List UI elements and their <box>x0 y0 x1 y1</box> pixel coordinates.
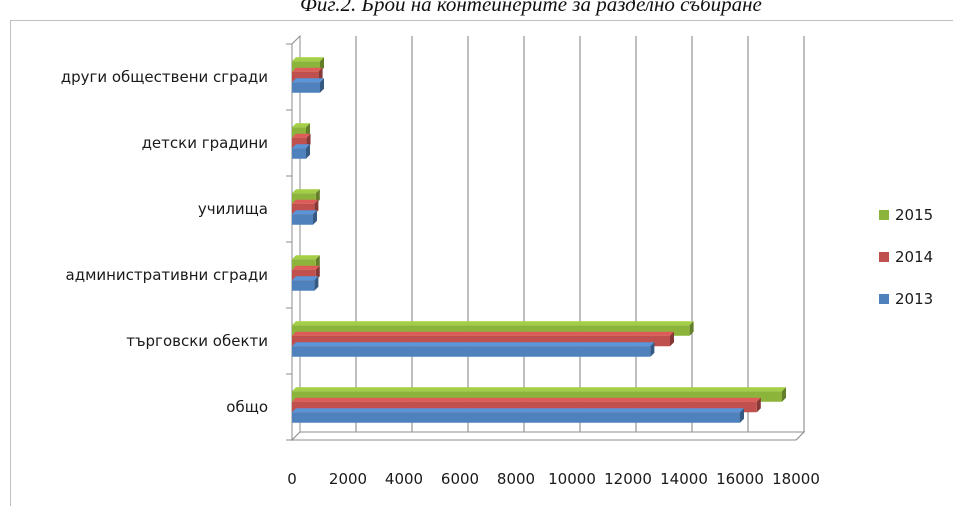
bar-top-face <box>292 321 694 326</box>
bar-2013 <box>292 412 740 423</box>
bar-top-face <box>292 387 786 392</box>
figure-caption: Фиг.2. Брой на контейнерите за разделно … <box>300 0 762 16</box>
bar-2014 <box>292 401 757 413</box>
grid-lines <box>291 36 805 441</box>
bar-top-face <box>292 397 761 402</box>
bar-2013 <box>292 280 315 291</box>
legend-label: 2014 <box>895 248 933 266</box>
category-label: търговски обекти <box>126 332 268 350</box>
category-label: училища <box>198 200 268 218</box>
legend-label: 2013 <box>895 290 933 308</box>
x-tick-label: 4000 <box>385 470 423 488</box>
x-tick-label: 8000 <box>497 470 535 488</box>
x-tick-label: 18000 <box>772 470 820 488</box>
legend-swatch <box>879 252 889 262</box>
bar-top-face <box>292 408 744 413</box>
x-tick-label: 16000 <box>716 470 764 488</box>
chart-frame-left <box>10 20 11 506</box>
x-tick-label: 12000 <box>604 470 652 488</box>
bar-2013 <box>292 148 306 159</box>
legend-label: 2015 <box>895 206 933 224</box>
bar-2015 <box>292 193 316 204</box>
x-tick-label: 14000 <box>660 470 708 488</box>
category-labels: общо търговски обекти административни сгра… <box>61 68 268 416</box>
bar-top-face <box>292 265 320 270</box>
bar-end-face <box>320 78 324 93</box>
category-label: детски градини <box>142 134 268 152</box>
bar-top-face <box>292 144 310 149</box>
bar-top-face <box>292 78 324 83</box>
bar-top-face <box>292 133 311 138</box>
bar-end-face <box>650 342 655 357</box>
legend: 2015 2014 2013 <box>879 206 933 308</box>
bar-top-face <box>292 199 319 204</box>
bar-2013 <box>292 82 320 93</box>
bar-end-face <box>689 321 694 336</box>
bar-2015 <box>292 259 316 270</box>
axes <box>286 34 806 442</box>
chart-frame-top <box>10 20 953 21</box>
bars <box>292 57 786 423</box>
bar-2014 <box>292 71 319 83</box>
bar-2015 <box>292 325 690 336</box>
bar-top-face <box>292 342 655 347</box>
bar-2013 <box>292 214 313 225</box>
floor <box>290 431 806 441</box>
bar-end-face <box>314 276 319 291</box>
bar-top-face <box>292 189 320 194</box>
bar-end-face <box>313 210 317 225</box>
bar-top-face <box>292 67 323 72</box>
bar-end-face <box>306 144 310 159</box>
category-label: общо <box>226 398 268 416</box>
bar-top-face <box>292 331 674 336</box>
bar-2014 <box>292 269 316 281</box>
bar-end-face <box>670 331 674 347</box>
bar-top-face <box>292 276 319 281</box>
x-tick-label: 6000 <box>441 470 479 488</box>
legend-swatch <box>879 294 889 304</box>
bar-end-face <box>740 408 744 423</box>
x-tick-label: 2000 <box>329 470 367 488</box>
tick-labels: 0 2000 4000 6000 8000 10000 12000 14000 16000 180… <box>287 470 820 488</box>
bar-top-face <box>292 123 310 128</box>
bar-2014 <box>292 137 307 149</box>
bar-top-face <box>292 210 317 215</box>
bar-2013 <box>292 346 651 357</box>
x-tick-label: 0 <box>287 470 297 488</box>
bar-end-face <box>756 397 761 413</box>
bar-top-face <box>292 57 324 62</box>
legend-swatch <box>879 210 889 220</box>
category-label: други обществени сгради <box>61 68 268 86</box>
bar-top-face <box>292 255 320 260</box>
bar-2014 <box>292 335 670 347</box>
x-tick-label: 10000 <box>548 470 596 488</box>
category-label: административни сгради <box>66 266 269 284</box>
bar-2015 <box>292 61 320 72</box>
bar-2015 <box>292 391 782 402</box>
bar-2015 <box>292 127 306 138</box>
side-wall <box>291 34 301 442</box>
bar-2014 <box>292 203 315 215</box>
bar-end-face <box>782 387 786 402</box>
